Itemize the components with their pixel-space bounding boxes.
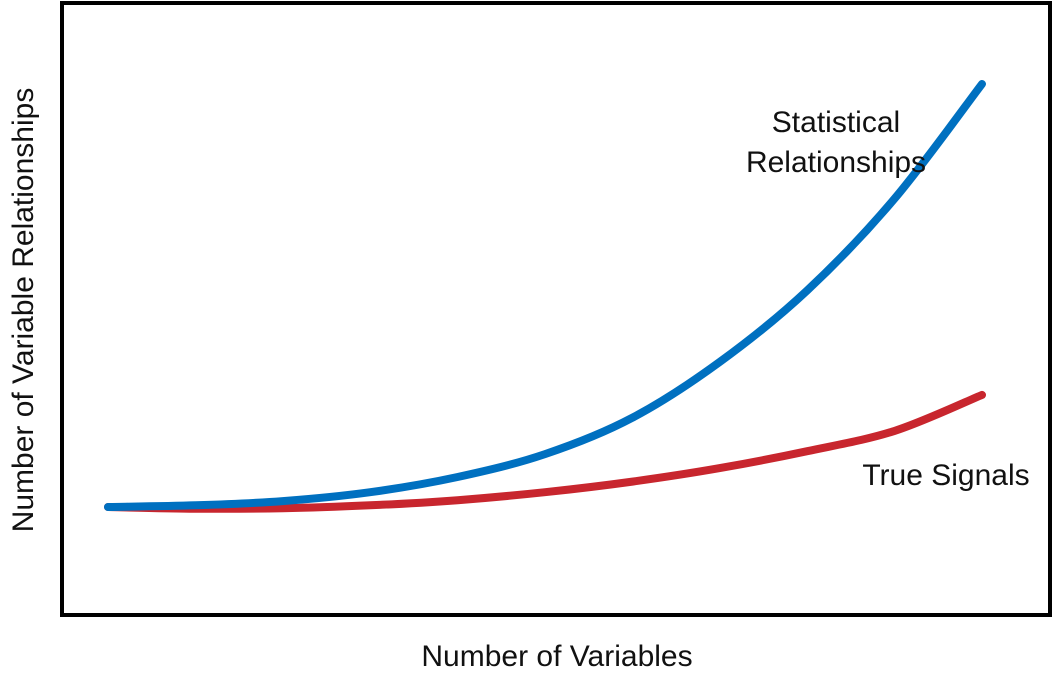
y-axis-label: Number of Variable Relationships (7, 88, 40, 533)
series-annotation: Statistical (772, 106, 900, 139)
series-line-statistical-relationships (104, 80, 986, 511)
x-axis-label: Number of Variables (421, 640, 692, 673)
series-annotation: True Signals (862, 459, 1029, 492)
series-line-true-signals (104, 390, 986, 513)
plot-frame (60, 1, 1052, 617)
annotation-layer: Statistical Relationships True Signals (746, 106, 1030, 492)
series-layer (104, 80, 986, 513)
series-annotation: Relationships (746, 146, 926, 179)
